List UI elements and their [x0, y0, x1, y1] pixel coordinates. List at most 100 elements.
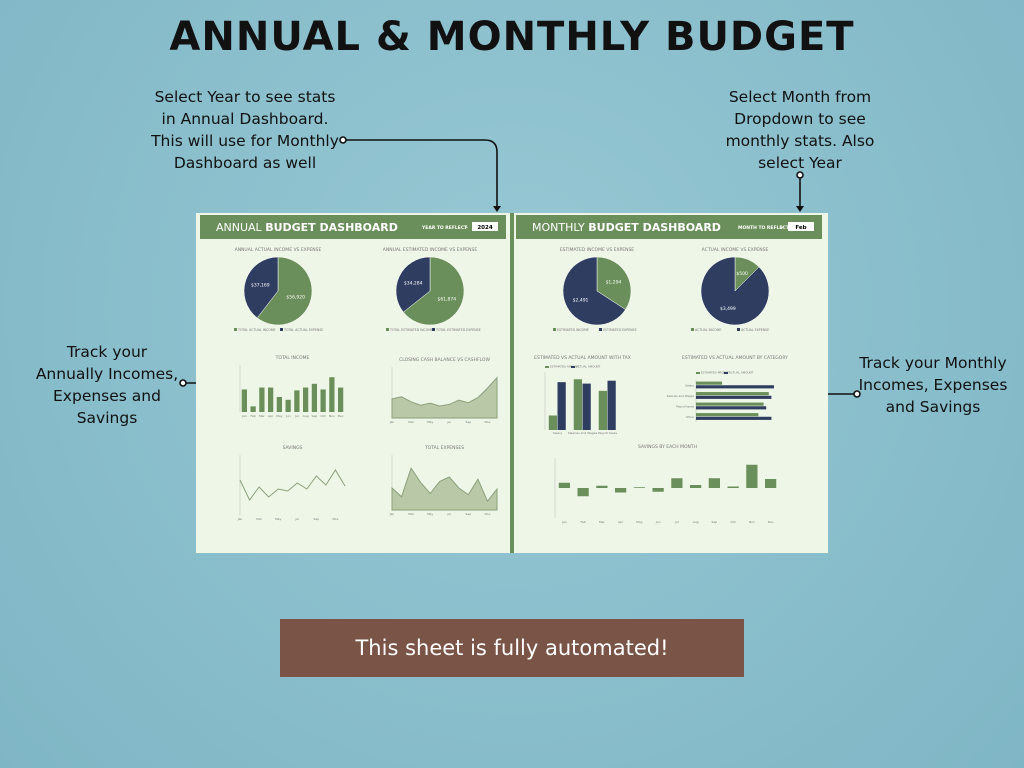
bar: [329, 377, 335, 412]
bar: [652, 488, 664, 492]
area: [391, 376, 498, 419]
label: Mar: [256, 517, 262, 521]
label: Aug: [693, 520, 699, 524]
control-arrow: >: [780, 225, 784, 231]
bar: [708, 478, 720, 488]
dashboard-title: ANNUAL BUDGET DASHBOARD: [216, 221, 398, 234]
label: Apr: [268, 414, 274, 418]
dashboard-title: MONTHLY BUDGET DASHBOARD: [532, 221, 721, 234]
label: ACTUAL AMOUNT: [576, 365, 601, 369]
label: $500: [736, 271, 748, 277]
label: ACTUAL AMOUNT: [729, 371, 754, 375]
bar: [268, 387, 274, 412]
bar: [696, 392, 769, 396]
pie-slice: [256, 256, 313, 326]
label: Payroll taxes: [598, 431, 617, 435]
label: $56,920: [286, 295, 305, 301]
label: Aug: [303, 414, 309, 418]
legend-swatch: [553, 328, 556, 331]
label: $61,874: [438, 297, 457, 303]
label: TOTAL ESTIMATED INCOME: [389, 328, 433, 332]
label: Mar: [259, 414, 265, 418]
bar: [696, 416, 772, 420]
note: Track your Annually Incomes, Expenses an…: [35, 343, 179, 427]
label: $34,284: [404, 280, 423, 286]
note: Select Year to see stats in Annual Dashb…: [151, 88, 339, 172]
bar: [573, 379, 582, 430]
bar: [596, 485, 608, 488]
legend-swatch: [234, 328, 237, 331]
bar: [259, 387, 265, 412]
label: ACTUAL EXPENSE: [741, 328, 769, 332]
label: Salary: [553, 431, 563, 435]
label: $1,294: [606, 280, 622, 286]
legend-swatch: [737, 328, 740, 331]
pie-slice: [395, 256, 431, 313]
control-arrow: >: [464, 225, 468, 231]
bar: [303, 387, 309, 412]
bar: [690, 485, 702, 488]
bar: [294, 390, 300, 412]
label: Oct: [731, 520, 737, 524]
legend-swatch: [545, 366, 549, 368]
label: CLOSING CASH BALANCE VS CASHFLOW: [399, 357, 490, 363]
bar: [276, 396, 282, 412]
label: May: [275, 517, 281, 521]
label: Jan: [561, 520, 567, 524]
label: TOTAL INCOME: [275, 355, 310, 361]
bar: [320, 389, 326, 412]
legend-swatch: [599, 328, 602, 331]
title-bold: BUDGET DASHBOARD: [265, 221, 398, 234]
note: Select Month from Dropdown to see monthl…: [725, 88, 875, 172]
bar: [607, 380, 616, 430]
label: May: [636, 520, 642, 524]
legend-swatch: [386, 328, 389, 331]
label: TOTAL ACTUAL EXPENSE: [283, 328, 323, 332]
label: ACTUAL INCOME: [695, 328, 721, 332]
label: Mar: [408, 512, 414, 516]
label: $2,491: [573, 297, 589, 303]
label: Jan: [389, 420, 395, 424]
dropdown[interactable]: [788, 222, 814, 231]
label: TOTAL ACTUAL INCOME: [237, 328, 276, 332]
control-label: YEAR TO REFLECT: [421, 225, 468, 231]
label: May: [276, 414, 282, 418]
label: Nov: [333, 517, 339, 521]
label: Mar: [599, 520, 605, 524]
bar: [615, 488, 627, 493]
label: Sep: [314, 517, 320, 521]
pie-slice: [243, 256, 279, 319]
bar: [727, 486, 739, 488]
bar: [696, 413, 759, 417]
label: May: [427, 512, 433, 516]
bar: [696, 381, 722, 385]
bar: [582, 383, 591, 430]
legend-swatch: [691, 328, 694, 331]
control-value[interactable]: 2024: [477, 225, 492, 231]
pie-slice: [562, 256, 626, 326]
label: Nov: [749, 520, 755, 524]
label: Feb: [580, 520, 585, 524]
label: Mar: [408, 420, 414, 424]
label: ESTIMATED VS ACTUAL AMOUNT BY CATEGORY: [682, 355, 788, 361]
bar: [241, 389, 247, 412]
label: ESTIMATED EXPENSE: [603, 328, 637, 332]
label: Nov: [485, 512, 491, 516]
label: Salaries and Wages: [568, 431, 598, 435]
legend-swatch: [724, 372, 728, 374]
bar: [311, 383, 317, 412]
legend-swatch: [280, 328, 283, 331]
bar: [696, 385, 774, 389]
label: Jan: [241, 414, 247, 418]
bar: [577, 488, 589, 497]
label: SAVINGS BY EACH MONTH: [638, 444, 697, 450]
banner: This sheet is fully automated!: [280, 619, 744, 677]
control-value[interactable]: Feb: [795, 225, 806, 231]
bar: [671, 478, 683, 488]
label: Payroll taxes: [676, 404, 694, 408]
dropdown[interactable]: [472, 222, 498, 231]
bar: [558, 482, 570, 488]
title-light: MONTHLY: [532, 221, 585, 234]
bar: [285, 399, 291, 412]
legend-swatch: [571, 366, 575, 368]
